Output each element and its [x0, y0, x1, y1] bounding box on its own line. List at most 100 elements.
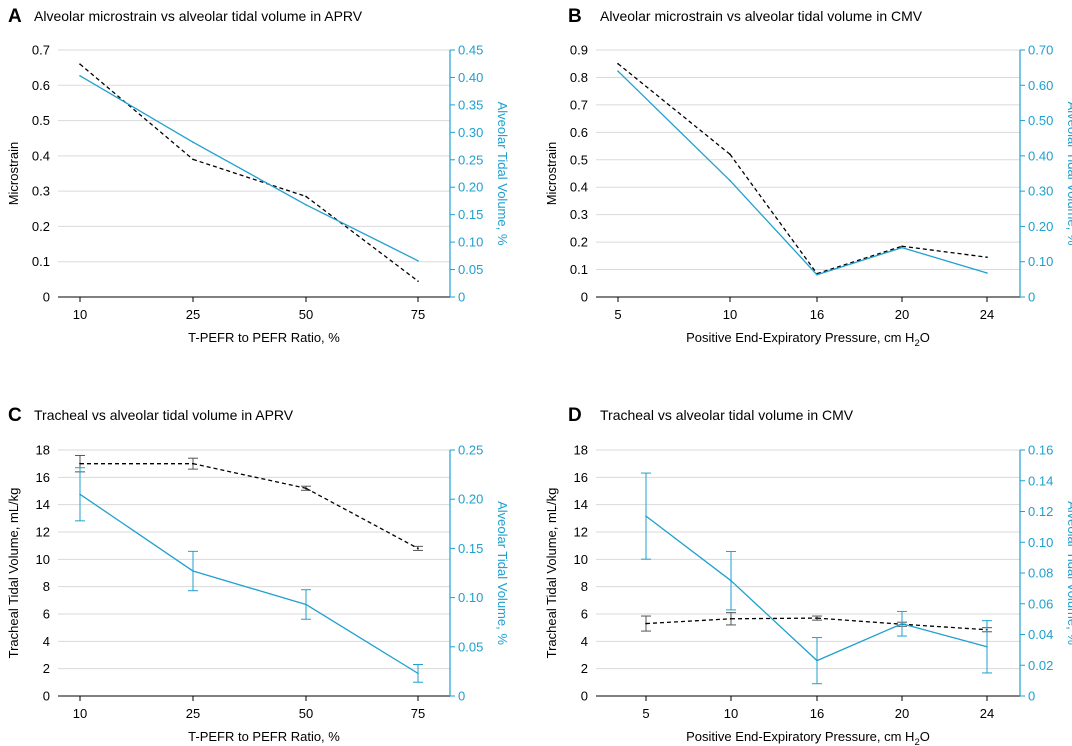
- series-right-segment: [79, 75, 194, 143]
- series-left-point: [417, 280, 419, 282]
- y-tick-label: 16: [36, 470, 50, 485]
- y2-tick-label: 0.20: [1028, 219, 1053, 234]
- series-left-segment: [816, 245, 903, 275]
- series-right-point: [417, 259, 419, 262]
- series-right-point: [645, 515, 647, 517]
- y2-tick-label: 0.14: [1028, 473, 1053, 488]
- series-left-segment: [645, 618, 732, 625]
- y2-tick-label: 0.30: [1028, 184, 1053, 199]
- y2-tick-label: 0: [1028, 689, 1035, 704]
- y-tick-label: 0: [581, 290, 588, 305]
- series-left-point: [305, 487, 307, 490]
- panel-b: B Alveolar microstrain vs alveolar tidal …: [544, 6, 1072, 349]
- x-axis-label: T-PEFR to PEFR Ratio, %: [188, 729, 340, 744]
- series-right-segment: [730, 580, 818, 662]
- y2-axis-label: Alveolar Tidal Volume, %: [1065, 102, 1072, 246]
- series-left-point: [729, 153, 731, 156]
- series-right-point: [79, 74, 81, 77]
- series-left-segment: [617, 63, 731, 155]
- series-right-segment: [305, 603, 419, 674]
- y-tick-label: 4: [581, 634, 588, 649]
- series-right-point: [729, 179, 731, 182]
- y2-axis-label: Alveolar Tidal Volume, %: [495, 102, 510, 246]
- series-left-point: [305, 195, 307, 198]
- y-tick-label: 0.2: [32, 219, 50, 234]
- panel-letter: D: [568, 405, 582, 426]
- series-left-point: [192, 462, 194, 465]
- series-right-point: [192, 570, 194, 572]
- series-right-segment: [816, 623, 903, 662]
- y-tick-label: 0: [43, 689, 50, 704]
- series-right-point: [986, 646, 988, 648]
- y2-tick-label: 0.15: [458, 207, 483, 222]
- series-right-segment: [729, 180, 818, 276]
- y2-tick-label: 0.10: [458, 590, 483, 605]
- x-tick-label: 75: [411, 706, 425, 721]
- y-tick-label: 6: [581, 607, 588, 622]
- series-left-point: [79, 63, 81, 65]
- y-tick-label: 0.5: [570, 152, 588, 167]
- series-left-point: [192, 158, 194, 161]
- series-right-point: [901, 622, 903, 625]
- y-tick-label: 0: [43, 290, 50, 305]
- y-tick-label: 12: [36, 525, 50, 540]
- y2-tick-label: 0.05: [458, 639, 483, 654]
- y-tick-label: 10: [574, 552, 588, 567]
- x-axis-label: Positive End-Expiratory Pressure, cm H2O: [686, 729, 930, 746]
- y-tick-label: 4: [43, 634, 50, 649]
- y2-tick-label: 0.25: [458, 443, 483, 458]
- series-right-point: [986, 272, 988, 274]
- x-tick-label: 50: [299, 706, 313, 721]
- y-tick-label: 0.6: [570, 125, 588, 140]
- series-right-point: [305, 603, 307, 606]
- y2-tick-label: 0.40: [458, 70, 483, 85]
- x-tick-label: 20: [895, 307, 909, 322]
- x-tick-label: 24: [980, 706, 994, 721]
- series-left-segment: [79, 63, 194, 160]
- y-tick-label: 0.9: [570, 43, 588, 58]
- y-tick-label: 0.3: [32, 184, 50, 199]
- series-left-point: [417, 547, 419, 550]
- x-tick-label: 75: [411, 307, 425, 322]
- y2-tick-label: 0.16: [1028, 443, 1053, 458]
- series-left-point: [645, 622, 647, 625]
- y-tick-label: 14: [36, 497, 50, 512]
- y-tick-label: 10: [36, 552, 50, 567]
- series-right-point: [901, 246, 903, 249]
- y2-tick-label: 0.70: [1028, 43, 1053, 58]
- panel-a: A Alveolar microstrain vs alveolar tidal …: [6, 6, 510, 345]
- y2-tick-label: 0.05: [458, 262, 483, 277]
- y-tick-label: 0.5: [32, 113, 50, 128]
- y2-tick-label: 0.10: [1028, 535, 1053, 550]
- y2-tick-label: 0.25: [458, 152, 483, 167]
- series-left-point: [730, 617, 732, 620]
- y-tick-label: 12: [574, 525, 588, 540]
- series-left-segment: [729, 153, 818, 275]
- x-tick-label: 10: [724, 706, 738, 721]
- x-axis-label: Positive End-Expiratory Pressure, cm H2O: [686, 330, 930, 349]
- series-right-segment: [816, 246, 903, 276]
- y2-tick-label: 0.60: [1028, 78, 1053, 93]
- series-left-segment: [305, 195, 419, 282]
- y2-tick-label: 0.08: [1028, 566, 1053, 581]
- y2-tick-label: 0: [1028, 290, 1035, 305]
- series-right-point: [192, 141, 194, 144]
- series-right-segment: [192, 570, 307, 606]
- y2-tick-label: 0.02: [1028, 658, 1053, 673]
- y-axis-label: Microstrain: [6, 142, 21, 206]
- panel-letter: C: [8, 405, 22, 426]
- series-right-point: [730, 579, 732, 582]
- y-tick-label: 2: [581, 661, 588, 676]
- y-tick-label: 0.7: [570, 97, 588, 112]
- y-tick-label: 0.3: [570, 207, 588, 222]
- x-tick-label: 16: [810, 706, 824, 721]
- series-left-segment: [901, 245, 988, 258]
- series-right-segment: [901, 623, 988, 648]
- y-axis-label: Tracheal Tidal Volume, mL/kg: [6, 488, 21, 659]
- series-left-segment: [305, 487, 419, 549]
- series-right-point: [816, 273, 818, 276]
- y2-tick-label: 0.50: [1028, 113, 1053, 128]
- y2-tick-label: 0: [458, 290, 465, 305]
- x-tick-label: 20: [895, 706, 909, 721]
- y2-axis-label: Alveolar Tidal Volume, %: [495, 501, 510, 645]
